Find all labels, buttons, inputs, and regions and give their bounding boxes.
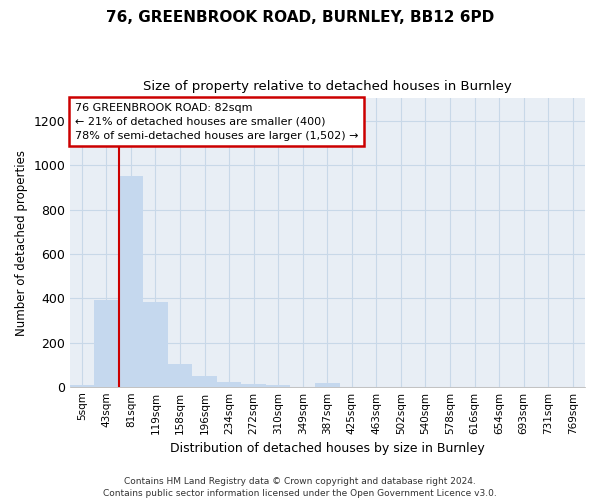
Text: 76 GREENBROOK ROAD: 82sqm
← 21% of detached houses are smaller (400)
78% of semi: 76 GREENBROOK ROAD: 82sqm ← 21% of detac… [75, 102, 358, 141]
Bar [94, 300, 119, 388]
Bar [315, 384, 340, 388]
Bar [70, 385, 94, 388]
Bar [119, 176, 143, 388]
X-axis label: Distribution of detached houses by size in Burnley: Distribution of detached houses by size … [170, 442, 485, 455]
Text: Contains HM Land Registry data © Crown copyright and database right 2024.
Contai: Contains HM Land Registry data © Crown c… [103, 476, 497, 498]
Bar [266, 385, 290, 388]
Bar [241, 384, 266, 388]
Bar [143, 302, 168, 388]
Bar [217, 382, 241, 388]
Bar [193, 376, 217, 388]
Title: Size of property relative to detached houses in Burnley: Size of property relative to detached ho… [143, 80, 512, 93]
Text: 76, GREENBROOK ROAD, BURNLEY, BB12 6PD: 76, GREENBROOK ROAD, BURNLEY, BB12 6PD [106, 10, 494, 25]
Bar [168, 364, 193, 388]
Y-axis label: Number of detached properties: Number of detached properties [15, 150, 28, 336]
